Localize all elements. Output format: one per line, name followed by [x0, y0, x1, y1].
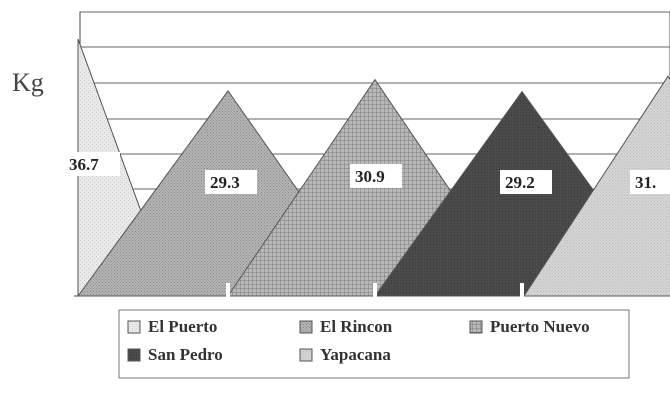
value-label-el-rincon: 29.3: [210, 173, 240, 192]
value-label-bg: [500, 170, 552, 194]
legend-frame: [118, 309, 630, 379]
value-label-puerto-nuevo: 30.9: [355, 167, 385, 186]
legend-label-el-puerto: El Puerto: [148, 317, 217, 336]
legend-swatch-el-puerto: [127, 320, 141, 334]
legend-swatch-el-rincon: [299, 320, 313, 334]
x-tick: [520, 283, 524, 297]
value-labels: 36.7 29.3 30.9 29.2 31.: [64, 152, 670, 194]
legend-label-san-pedro: San Pedro: [148, 345, 223, 364]
legend-swatch-puerto-nuevo: [469, 320, 483, 334]
legend-swatch-san-pedro: [127, 348, 141, 362]
value-label-bg: [630, 170, 670, 194]
x-tick: [373, 283, 377, 297]
value-label-el-puerto: 36.7: [69, 155, 99, 174]
legend-swatch-yapacana: [299, 348, 313, 362]
legend-label-yapacana: Yapacana: [320, 345, 391, 364]
value-label-bg: [64, 152, 120, 176]
value-label-bg: [205, 170, 257, 194]
value-label-bg: [350, 164, 402, 188]
value-label-san-pedro: 29.2: [505, 173, 535, 192]
x-tick: [226, 283, 230, 297]
value-label-yapacana: 31.: [635, 173, 656, 192]
legend: El Puerto El Rincon Puerto Nuevo San Pedro Y…: [118, 309, 630, 379]
legend-label-el-rincon: El Rincon: [320, 317, 393, 336]
y-axis-label: Kg: [12, 68, 44, 97]
series-area-yapacana: [523, 75, 670, 297]
legend-label-puerto-nuevo: Puerto Nuevo: [490, 317, 590, 336]
